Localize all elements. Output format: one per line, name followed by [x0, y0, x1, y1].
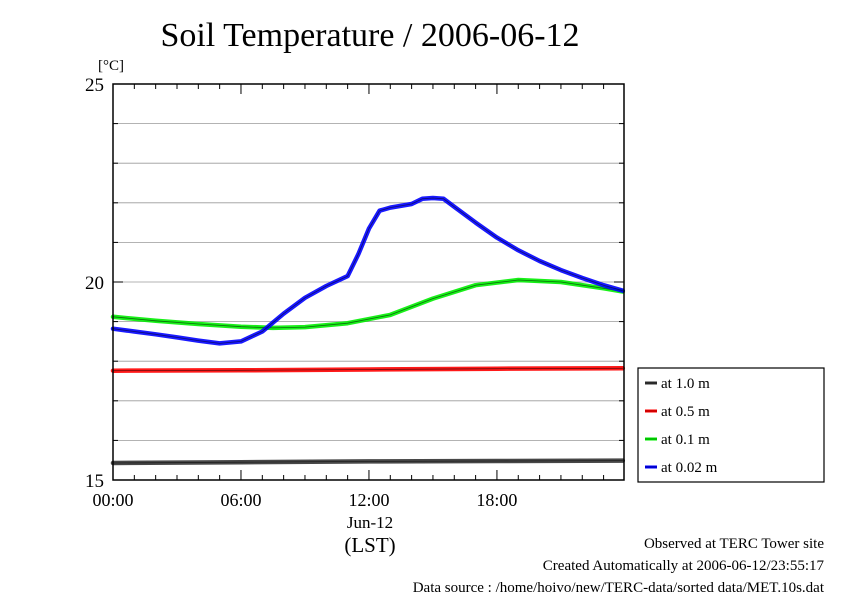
- legend-label: at 1.0 m: [661, 376, 710, 392]
- series-layer: [110, 195, 626, 466]
- x-tick-label: 12:00: [348, 490, 389, 510]
- legend-label: at 0.1 m: [661, 432, 710, 448]
- x-tick-label: 06:00: [220, 490, 261, 510]
- axes: 15 20 25 00:00 06:00 12:00 18:00: [85, 75, 624, 510]
- footer-observed-site: Observed at TERC Tower site: [643, 536, 824, 552]
- legend: at 1.0 m at 0.5 m at 0.1 m at 0.02 m: [637, 367, 825, 483]
- y-unit-label: [°C]: [98, 58, 124, 74]
- y-tick-label: 15: [85, 471, 104, 492]
- series-line-core: [112, 367, 623, 372]
- legend-label: at 0.02 m: [661, 460, 718, 476]
- y-tick-label: 20: [85, 273, 104, 294]
- legend-box: [637, 367, 825, 483]
- chart-title: Soil Temperature / 2006-06-12: [160, 17, 579, 54]
- footer-created-time: Created Automatically at 2006-06-12/23:5…: [542, 558, 824, 574]
- grid-lines: [113, 123, 624, 441]
- series-line-core: [112, 279, 623, 329]
- x-tick-label: 00:00: [92, 490, 133, 510]
- series-line-core: [112, 197, 623, 344]
- legend-label: at 0.5 m: [661, 404, 710, 420]
- x-axis-date-label: Jun-12: [347, 513, 393, 532]
- x-axis-timezone-label: (LST): [344, 533, 395, 557]
- y-tick-label: 25: [85, 75, 104, 96]
- series-line-core: [112, 460, 623, 464]
- x-tick-label: 18:00: [476, 490, 517, 510]
- footer-data-source: Data source : /home/hoivo/new/TERC-data/…: [412, 580, 824, 596]
- series-line: [110, 277, 626, 331]
